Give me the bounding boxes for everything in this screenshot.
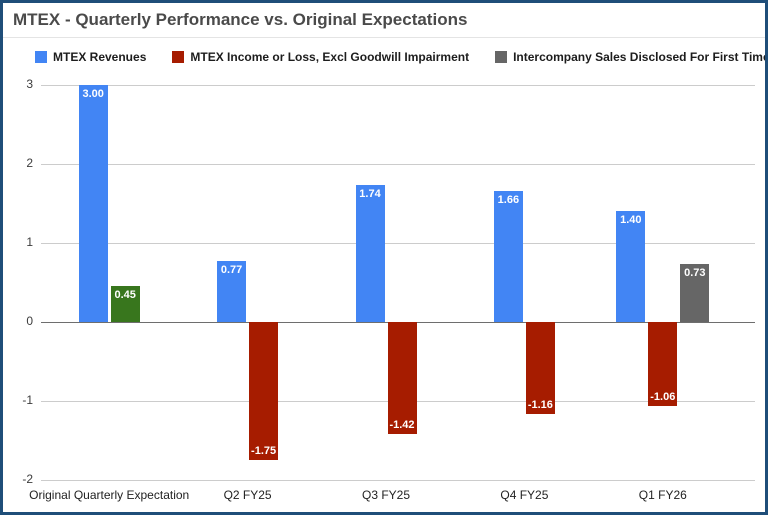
bar-value-label: -1.16 xyxy=(527,398,553,411)
legend-label: Intercompany Sales Disclosed For First T… xyxy=(513,50,768,64)
gridline xyxy=(41,164,755,165)
x-axis-label: Q3 FY25 xyxy=(361,488,411,502)
y-axis-tick-label: 3 xyxy=(26,77,33,91)
y-axis-tick-label: 2 xyxy=(26,156,33,170)
bar-value-label: 3.00 xyxy=(82,88,104,100)
gridline xyxy=(41,85,755,86)
chart-title: MTEX - Quarterly Performance vs. Origina… xyxy=(13,10,468,29)
y-axis-tick-label: -2 xyxy=(22,472,33,486)
bar-series2-q1-fy26: 0.73 xyxy=(680,264,710,322)
bar-series0-original-quarterly-expectation: 3.00 xyxy=(78,85,108,322)
bar-series0-q4-fy25: 1.66 xyxy=(493,190,523,322)
bar-series0-q1-fy26: 1.40 xyxy=(616,211,646,322)
bar-value-label: 0.45 xyxy=(114,289,136,302)
bar-value-label: -1.06 xyxy=(650,390,676,403)
legend-label: MTEX Income or Loss, Excl Goodwill Impai… xyxy=(190,50,470,64)
x-axis-label: Q1 FY26 xyxy=(638,488,687,502)
y-axis-tick-label: 0 xyxy=(26,314,33,328)
chart-legend: MTEX Revenues MTEX Income or Loss, Excl G… xyxy=(35,50,768,64)
legend-item-1: MTEX Income or Loss, Excl Goodwill Impai… xyxy=(172,50,469,64)
x-axis-label: Q2 FY25 xyxy=(223,488,272,502)
bar-value-label: 0.77 xyxy=(220,264,243,277)
bar-value-label: 1.66 xyxy=(497,193,520,206)
bar-value-label: -1.75 xyxy=(251,445,277,458)
bar-series1-original-quarterly-expectation: 0.45 xyxy=(110,286,140,322)
gridline xyxy=(41,243,755,244)
legend-item-0: MTEX Revenues xyxy=(35,50,146,64)
title-divider xyxy=(3,37,765,38)
y-axis-tick-label: 1 xyxy=(26,235,33,249)
bar-value-label: 1.40 xyxy=(620,214,642,227)
bar-series1-q1-fy26: -1.06 xyxy=(648,322,678,406)
bar-value-label: -1.42 xyxy=(389,419,415,432)
y-axis-tick-label: -1 xyxy=(22,393,33,407)
bar-series1-q3-fy25: -1.42 xyxy=(387,322,417,435)
bar-value-label: 0.73 xyxy=(684,267,706,280)
x-axis-label: Original Quarterly Expectation xyxy=(29,488,190,502)
bar-value-label: 1.74 xyxy=(359,187,381,200)
bar-series0-q3-fy25: 1.74 xyxy=(355,184,385,322)
legend-swatch-icon xyxy=(35,51,47,63)
legend-swatch-icon xyxy=(172,51,185,63)
bar-series0-q2-fy25: 0.77 xyxy=(217,261,247,322)
x-axis-label: Q4 FY25 xyxy=(500,488,549,502)
legend-item-2: Intercompany Sales Disclosed For First T… xyxy=(495,50,768,64)
gridline xyxy=(41,480,755,481)
legend-label: MTEX Revenues xyxy=(53,50,147,64)
bar-series1-q4-fy25: -1.16 xyxy=(525,322,555,414)
bar-series1-q2-fy25: -1.75 xyxy=(249,322,279,461)
legend-swatch-icon xyxy=(495,51,508,63)
plot-area: 3 2 1 0 -1 -2 3.00 0.45 Original Quarterly Expec… xyxy=(3,3,765,512)
